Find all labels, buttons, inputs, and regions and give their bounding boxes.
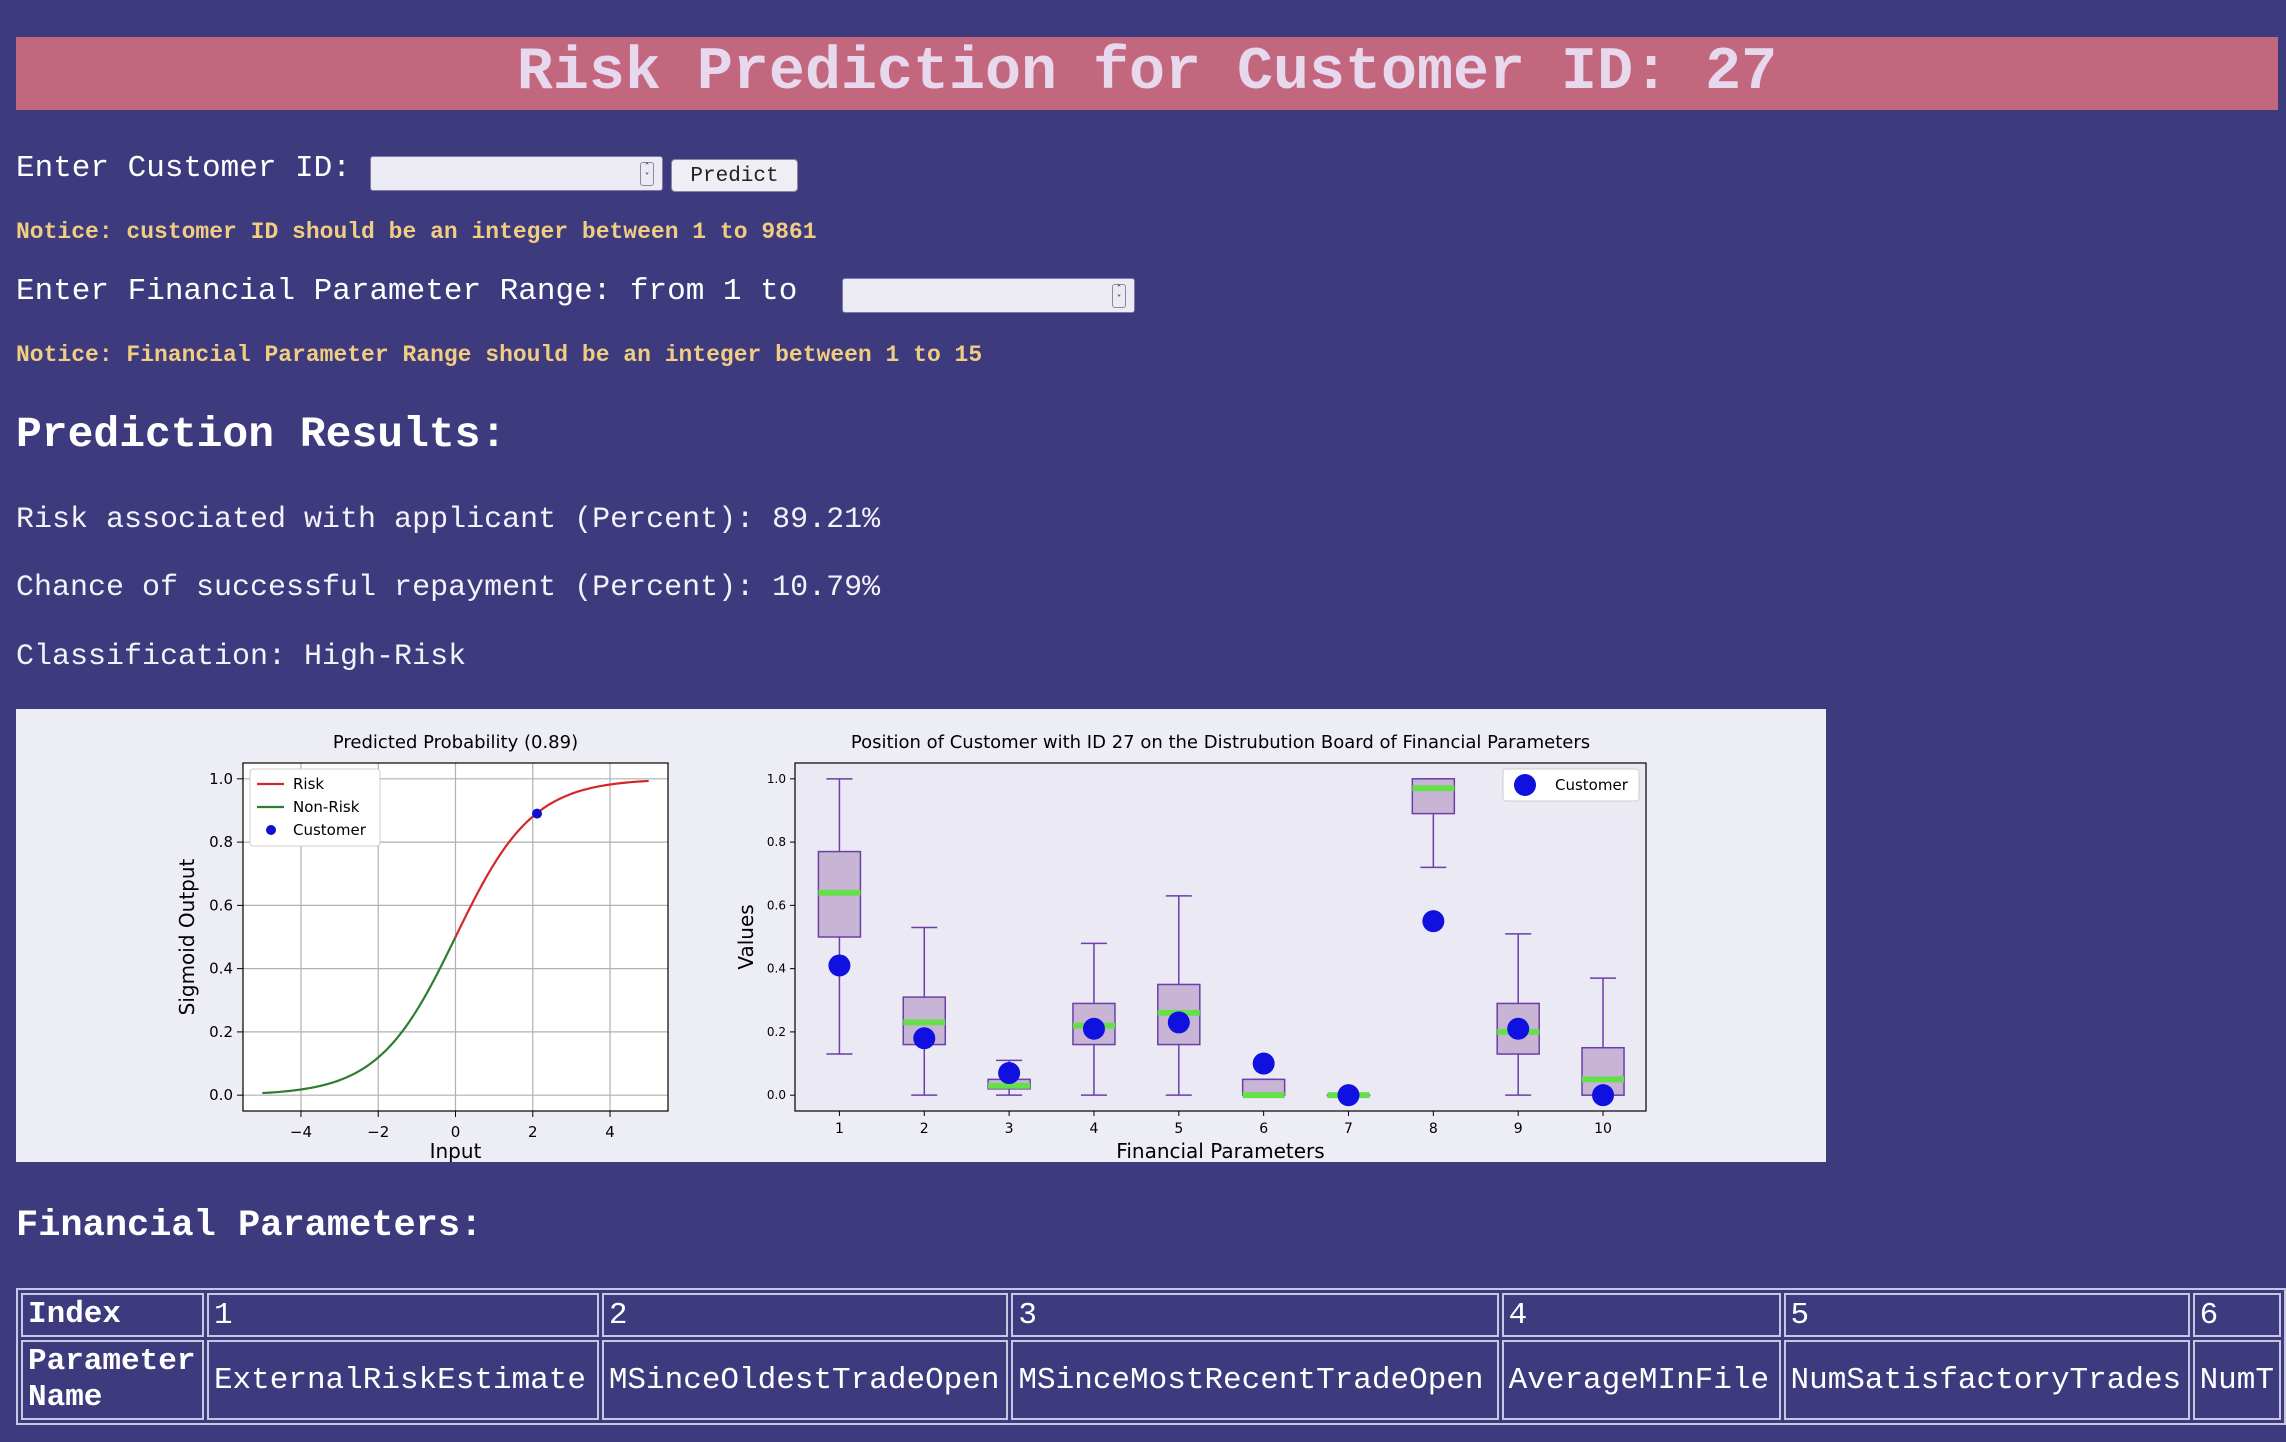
repayment-percent: Chance of successful repayment (Percent)… (16, 571, 881, 605)
plot2-customer-point (1082, 1017, 1105, 1040)
table-row: Parameter Name ExternalRiskEstimate MSin… (21, 1340, 2281, 1420)
table-cell: 6 (2192, 1293, 2281, 1337)
plot2-customer-point (1507, 1017, 1530, 1040)
plot2-customer-point (913, 1027, 936, 1050)
plot1-xtick-label: 2 (528, 1123, 538, 1141)
plot2-customer-point (998, 1062, 1021, 1085)
prediction-results-heading: Prediction Results: (16, 410, 507, 459)
plot1-xlabel: Input (430, 1139, 482, 1162)
plot1-ytick-label: 0.0 (209, 1086, 233, 1104)
plot1-ytick-label: 0.2 (209, 1023, 233, 1041)
plot2-customer-point (1337, 1084, 1360, 1107)
customer-id-label: Enter Customer ID: (16, 151, 351, 186)
table-cell: 3 (1011, 1293, 1499, 1337)
plot2-xtick-label: 9 (1514, 1121, 1523, 1137)
spinner-icon[interactable]: ˄ ˅ (640, 162, 654, 186)
table-cell: AverageMInFile (1501, 1340, 1781, 1420)
plot2-xtick-label: 3 (1005, 1121, 1014, 1137)
table-cell: NumT (2192, 1340, 2281, 1420)
plot2-customer-point (828, 954, 851, 977)
plot2-xtick-label: 5 (1174, 1121, 1183, 1137)
index-header: Index (21, 1293, 204, 1337)
plot1-ytick-label: 0.6 (209, 896, 233, 914)
table-cell: 2 (601, 1293, 1009, 1337)
plot2-box (1411, 778, 1456, 815)
plot1-series-line (454, 779, 649, 938)
customer-id-notice: Notice: customer ID should be an integer… (16, 219, 817, 245)
plot1-title: Predicted Probability (0.89) (333, 732, 578, 753)
classification: Classification: High-Risk (16, 640, 467, 674)
plots-svg: −4 −2 0 2 4 0.0 0.2 0.4 0.6 0.8 1.0 Predicted Proba… (175, 732, 1647, 1163)
plot1-customer-point (532, 808, 543, 819)
plot2-legend-label: Customer (1555, 776, 1629, 794)
plot2-xtick-label: 7 (1344, 1121, 1353, 1137)
parameter-range-notice: Notice: Financial Parameter Range should… (16, 342, 983, 368)
plot1-legend-label: Customer (293, 821, 367, 839)
plot2-xtick-label: 4 (1089, 1121, 1098, 1137)
prediction-plots: −4 −2 0 2 4 0.0 0.2 0.4 0.6 0.8 1.0 Predicted Proba… (16, 709, 1826, 1163)
plot2-xtick-label: 10 (1594, 1121, 1612, 1137)
plot1-legend-label: Non-Risk (293, 798, 360, 816)
table-cell: ExternalRiskEstimate (206, 1340, 599, 1420)
financial-parameters-heading: Financial Parameters: (16, 1205, 483, 1247)
predict-button[interactable]: Predict (671, 159, 798, 192)
plot1-legend-swatch (266, 825, 276, 835)
plot1-ylabel: Sigmoid Output (175, 858, 199, 1015)
plot2-customer-point (1167, 1011, 1190, 1034)
page-title: Risk Prediction for Customer ID: 27 (16, 37, 2278, 110)
plot1-xtick-label: 0 (451, 1123, 461, 1141)
customer-id-input[interactable]: ˄ ˅ (370, 156, 663, 191)
parameters-table: Index 1 2 3 4 5 6 Parameter Name Externa… (16, 1288, 2286, 1425)
table-cell: 1 (206, 1293, 599, 1337)
plot1-ytick-label: 1.0 (209, 770, 233, 788)
plot2-ytick-label: 0.2 (767, 1025, 786, 1039)
plot1-xtick-label: 4 (605, 1123, 615, 1141)
plot1-xtick-label: −4 (290, 1123, 312, 1141)
parameter-name-header: Parameter Name (21, 1340, 204, 1420)
table-cell: MSinceMostRecentTradeOpen (1011, 1340, 1499, 1420)
plot2-ytick-label: 0.6 (767, 898, 786, 912)
plot2-legend (1502, 768, 1640, 802)
plot2-ylabel: Values (734, 904, 758, 969)
table-row: Index 1 2 3 4 5 6 (21, 1293, 2281, 1337)
plot2-customer-point (1422, 910, 1445, 933)
plot2-customer-point (1252, 1052, 1275, 1075)
plot2-frame (794, 762, 1647, 1112)
table-cell: 5 (1783, 1293, 2190, 1337)
plot1-ytick-label: 0.4 (209, 960, 233, 978)
plot2-ytick-label: 0.8 (767, 835, 786, 849)
table-cell: 4 (1501, 1293, 1781, 1337)
plot2-xlabel: Financial Parameters (1116, 1139, 1324, 1162)
parameter-range-label: Enter Financial Parameter Range: from 1 … (16, 274, 798, 309)
table-cell: NumSatisfactoryTrades (1783, 1340, 2190, 1420)
plot2-ytick-label: 0.0 (767, 1088, 786, 1102)
plot2-xtick-label: 2 (920, 1121, 929, 1137)
spinner-icon[interactable]: ˄ ˅ (1112, 284, 1126, 308)
table-cell: MSinceOldestTradeOpen (601, 1340, 1009, 1420)
plot2-title: Position of Customer with ID 27 on the D… (851, 732, 1590, 753)
plot2-legend-swatch (1514, 774, 1536, 796)
parameter-range-input[interactable]: ˄ ˅ (842, 278, 1135, 313)
plot2-customer-point (1592, 1084, 1615, 1107)
plot2-ytick-label: 1.0 (767, 772, 786, 786)
plot1-frame (242, 762, 669, 1112)
risk-percent: Risk associated with applicant (Percent)… (16, 503, 881, 537)
plot2-xtick-label: 6 (1259, 1121, 1268, 1137)
plot1-xtick-label: −2 (367, 1123, 389, 1141)
plot1-legend (249, 768, 381, 847)
plot2-ytick-label: 0.4 (767, 962, 786, 976)
plot2-xtick-label: 1 (835, 1121, 844, 1137)
plot2-xtick-label: 8 (1429, 1121, 1438, 1137)
plot1-legend-label: Risk (293, 775, 324, 793)
plot1-ytick-label: 0.8 (209, 833, 233, 851)
plot1-series-line (262, 936, 457, 1095)
